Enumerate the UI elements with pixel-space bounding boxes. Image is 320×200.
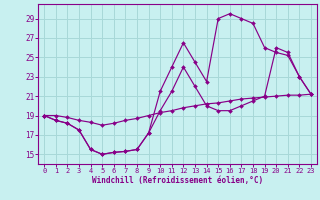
X-axis label: Windchill (Refroidissement éolien,°C): Windchill (Refroidissement éolien,°C) [92,176,263,185]
